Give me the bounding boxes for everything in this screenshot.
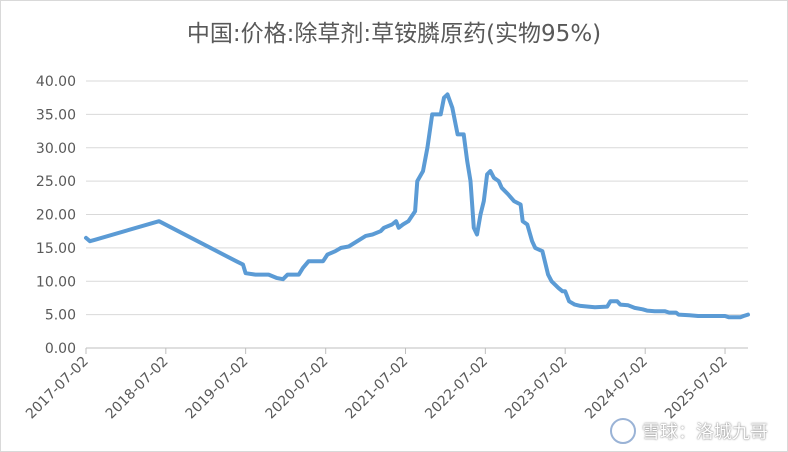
chart-title: 中国:价格:除草剂:草铵膦原药(实物95%) [186, 21, 602, 47]
watermark: 雪球：洛城九哥 [610, 418, 768, 444]
y-tick-label: 30.00 [36, 141, 76, 157]
y-axis-tick-labels: 0.00 5.00 10.00 15.00 20.00 25.00 30.00 35.00 40… [36, 74, 76, 357]
y-tick-label: 35.00 [36, 107, 76, 123]
y-tick-label: 10.00 [36, 274, 76, 290]
x-axis: 2017-07-02 2018-07-02 2019-07-02 2020-07-02… [23, 347, 748, 423]
x-tick-label: 2019-07-02 [183, 354, 252, 423]
x-tick-label: 2023-07-02 [502, 354, 571, 423]
y-tick-label: 25.00 [36, 174, 76, 190]
y-tick-label: 0.00 [45, 341, 76, 357]
x-tick-label: 2018-07-02 [103, 354, 172, 423]
x-tick-label: 2021-07-02 [342, 354, 411, 423]
snowball-logo-icon [610, 418, 636, 444]
x-tick-label: 2025-07-02 [662, 354, 731, 423]
y-tick-label: 40.00 [36, 74, 76, 90]
x-tick-label: 2020-07-02 [263, 354, 332, 423]
series-layer [84, 92, 750, 320]
series-line [84, 92, 750, 320]
y-tick-label: 5.00 [45, 308, 76, 324]
x-tick-label: 2024-07-02 [582, 354, 651, 423]
y-tick-label: 15.00 [36, 241, 76, 257]
x-tick-label: 2017-07-02 [23, 354, 92, 423]
y-tick-label: 20.00 [36, 208, 76, 224]
x-tick-label: 2022-07-02 [422, 354, 491, 423]
watermark-text: 雪球：洛城九哥 [642, 422, 768, 443]
